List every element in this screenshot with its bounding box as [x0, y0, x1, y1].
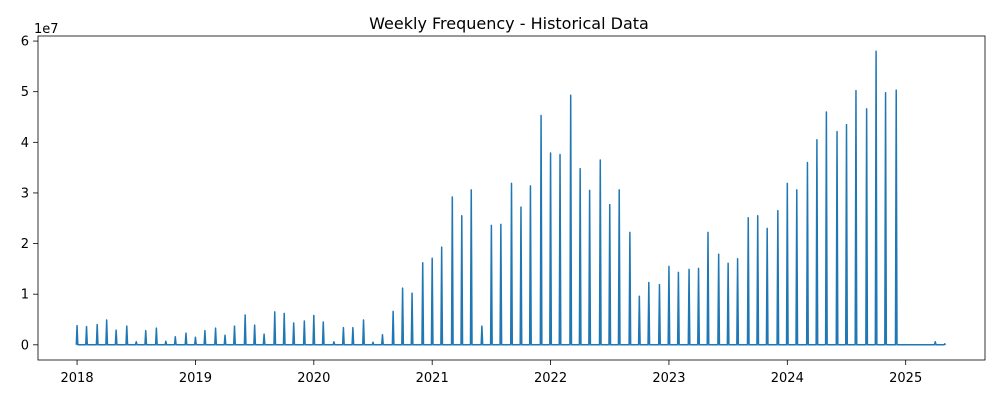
x-tick-label: 2025 [889, 371, 922, 386]
x-tick-label: 2023 [652, 371, 685, 386]
x-tick-label: 2021 [416, 371, 449, 386]
series-layer [75, 50, 947, 346]
y-axis: 0 1 2 3 4 5 6 [21, 35, 38, 353]
y-tick-label: 1 [21, 288, 29, 303]
x-axis: 2018 2019 2020 2021 2022 2023 2024 2025 [61, 360, 922, 386]
x-tick-label: 2020 [297, 371, 330, 386]
y-tick-label: 4 [21, 136, 29, 151]
y-offset-label: 1e7 [34, 22, 59, 37]
x-tick-label: 2019 [179, 371, 212, 386]
y-tick-label: 3 [21, 186, 29, 201]
series-line [75, 50, 947, 346]
y-tick-label: 6 [21, 35, 29, 50]
x-tick-label: 2018 [61, 371, 94, 386]
x-tick-label: 2022 [534, 371, 567, 386]
y-tick-label: 5 [21, 85, 29, 100]
plot-frame [37, 35, 986, 361]
chart-title: Weekly Frequency - Historical Data [369, 14, 649, 33]
y-tick-label: 0 [21, 338, 29, 353]
x-tick-label: 2024 [771, 371, 804, 386]
y-tick-label: 2 [21, 237, 29, 252]
